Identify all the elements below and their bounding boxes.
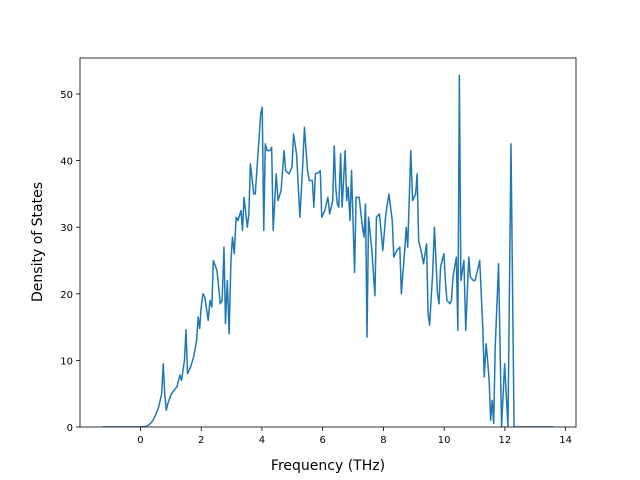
data-line: [102, 74, 554, 427]
x-tick-label: 2: [198, 435, 204, 446]
x-tick-label: 12: [499, 435, 512, 446]
y-tick-label: 30: [60, 223, 73, 234]
y-tick-label: 0: [67, 423, 73, 434]
x-axis-label: Frequency (THz): [271, 458, 385, 474]
y-tick-label: 50: [60, 90, 73, 101]
x-tick-label: 8: [380, 435, 386, 446]
plot-area: [102, 74, 554, 427]
y-tick-label: 40: [60, 157, 73, 168]
x-tick-label: 10: [438, 435, 451, 446]
x-tick-label: 4: [259, 435, 265, 446]
x-tick-label: 14: [559, 435, 572, 446]
y-axis-label: Density of States: [30, 182, 46, 302]
axes-frame: [79, 57, 577, 428]
x-tick-label: 6: [319, 435, 325, 446]
x-tick-label: 0: [137, 435, 143, 446]
y-tick-label: 20: [60, 290, 73, 301]
y-tick-label: 10: [60, 356, 73, 367]
